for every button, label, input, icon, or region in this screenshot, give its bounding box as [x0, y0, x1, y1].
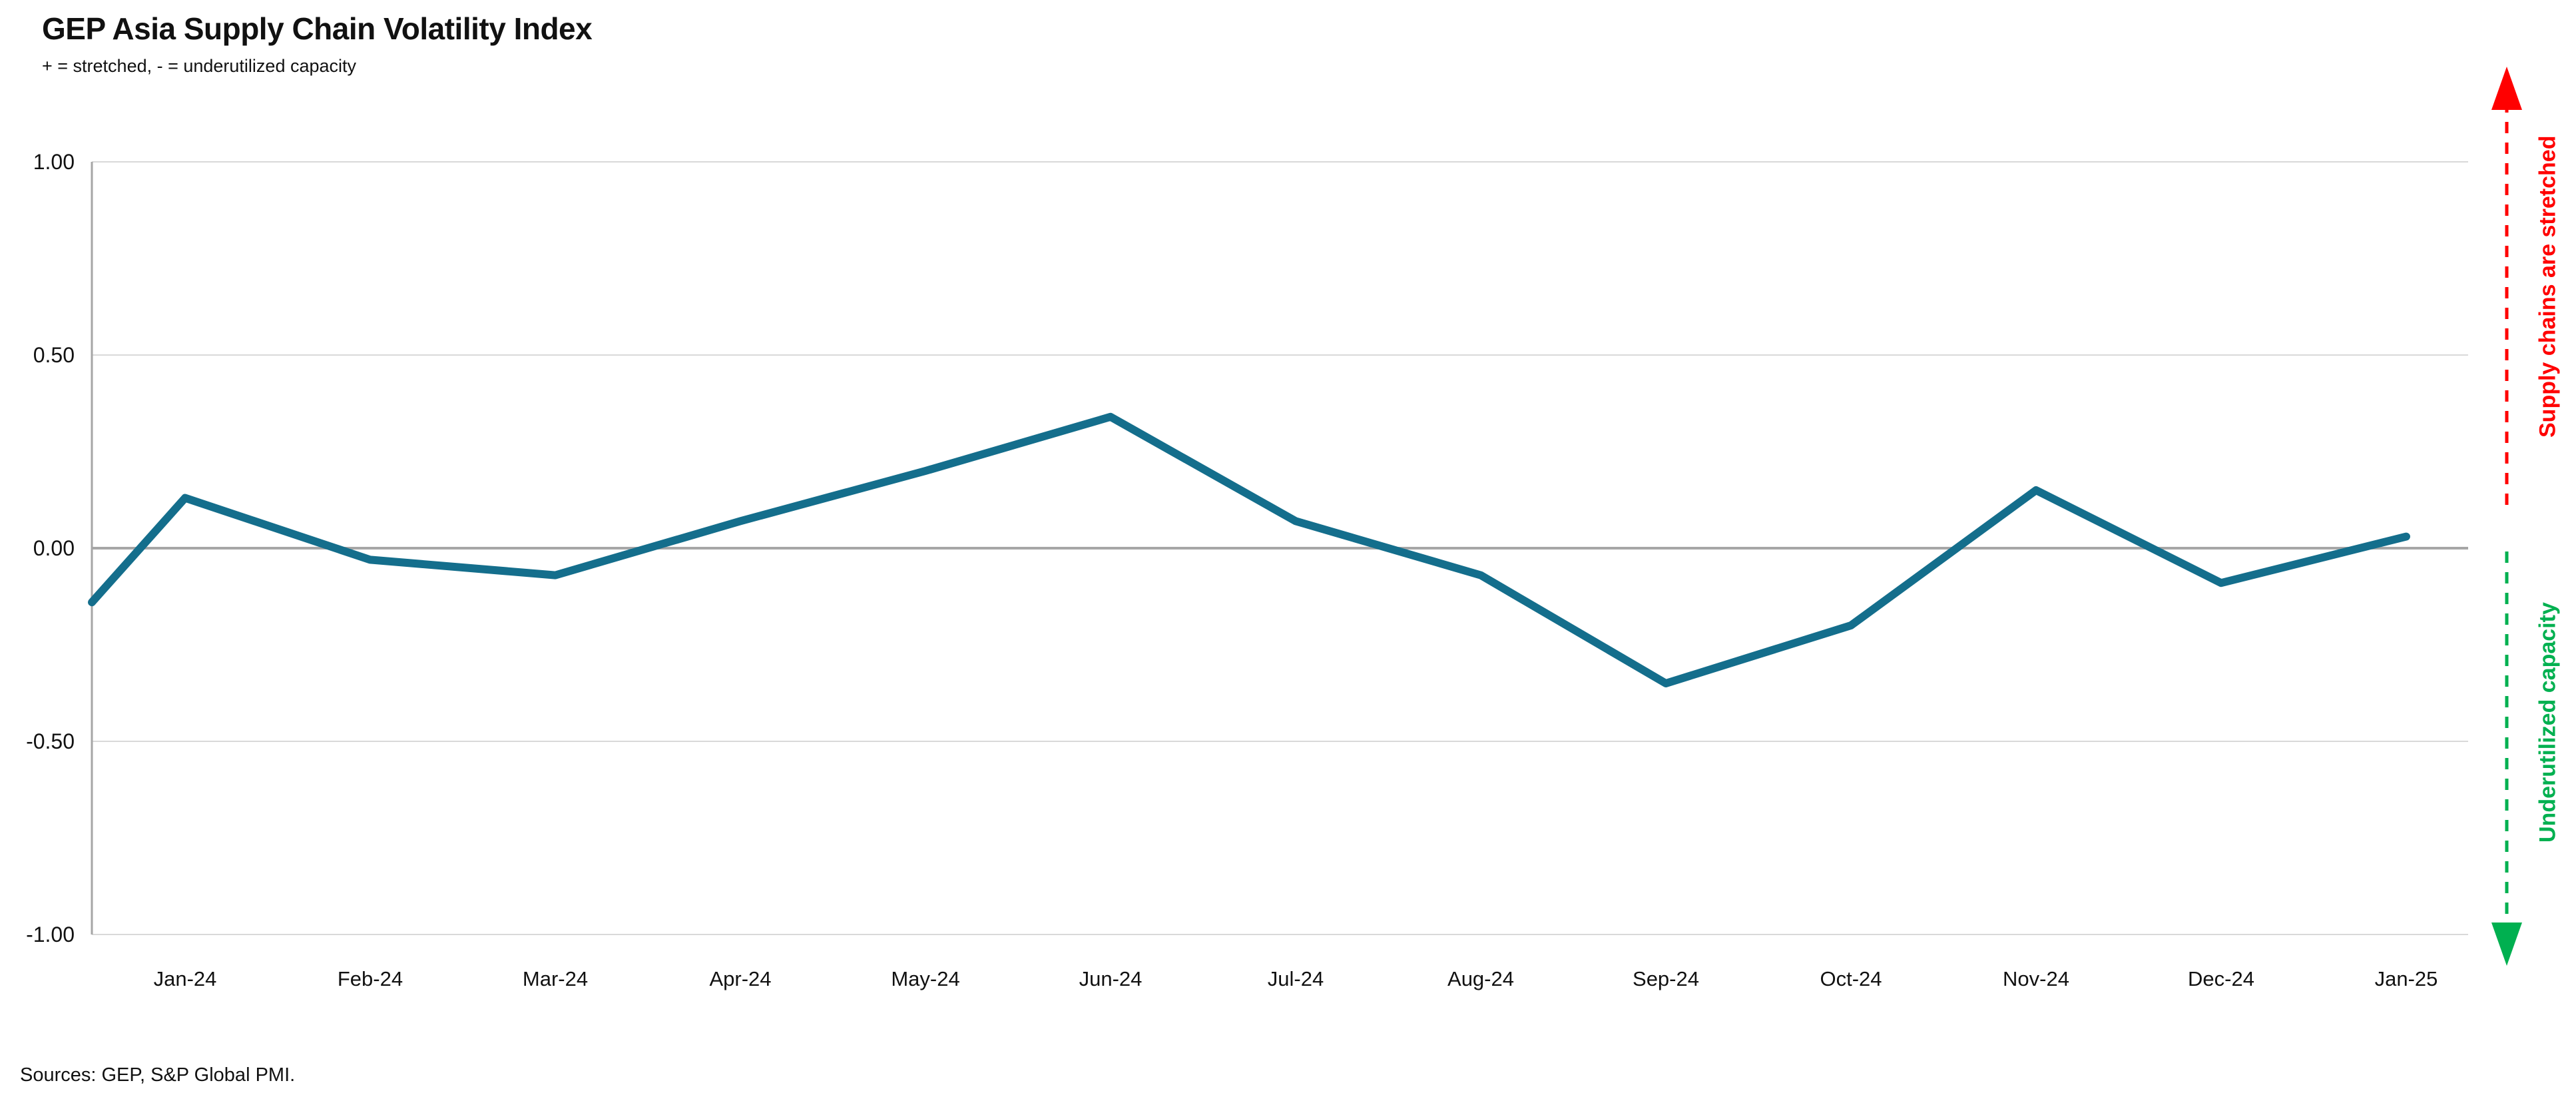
- x-tick-label: Sep-24: [1633, 967, 1699, 990]
- y-tick-label: 0.00: [33, 536, 75, 560]
- down-arrowhead-icon: [2491, 923, 2522, 966]
- x-tick-label: Apr-24: [709, 967, 771, 990]
- y-tick-label: 1.00: [33, 150, 75, 174]
- x-tick-label: Aug-24: [1447, 967, 1514, 990]
- y-axis-tick-labels: 1.00 0.50 0.00 -0.50 -1.00: [26, 150, 75, 946]
- x-axis-tick-labels: Jan-24 Feb-24 Mar-24 Apr-24 May-24 Jun-24 Jul-…: [154, 967, 2438, 990]
- underutilized-axis-annotation: Underutilized capacity: [2535, 602, 2561, 843]
- stretched-up-arrow: [2491, 67, 2522, 505]
- stretched-axis-annotation: Supply chains are stretched: [2535, 135, 2561, 438]
- source-note: Sources: GEP, S&P Global PMI.: [20, 1064, 296, 1086]
- title-block: GEP Asia Supply Chain Volatility Index +…: [42, 11, 593, 77]
- gridlines: [92, 161, 2468, 935]
- underutilized-down-arrow: [2491, 552, 2522, 966]
- page-title: GEP Asia Supply Chain Volatility Index: [42, 11, 593, 46]
- x-tick-label: Jul-24: [1268, 967, 1324, 990]
- y-tick-label: -0.50: [26, 729, 75, 753]
- y-tick-label: -1.00: [26, 923, 75, 946]
- x-tick-label: Jan-25: [2375, 967, 2438, 990]
- volatility-series-line: [88, 412, 2410, 687]
- x-tick-label: Feb-24: [338, 967, 403, 990]
- x-tick-label: Jan-24: [154, 967, 217, 990]
- x-tick-label: Oct-24: [1820, 967, 1882, 990]
- x-tick-label: Jun-24: [1079, 967, 1143, 990]
- chart-subtitle: + = stretched, - = underutilized capacit…: [42, 56, 357, 76]
- x-tick-label: May-24: [891, 967, 959, 990]
- x-tick-label: Dec-24: [2188, 967, 2254, 990]
- y-tick-label: 0.50: [33, 343, 75, 367]
- x-tick-label: Mar-24: [523, 967, 588, 990]
- up-arrowhead-icon: [2491, 67, 2522, 110]
- x-tick-label: Nov-24: [2003, 967, 2069, 990]
